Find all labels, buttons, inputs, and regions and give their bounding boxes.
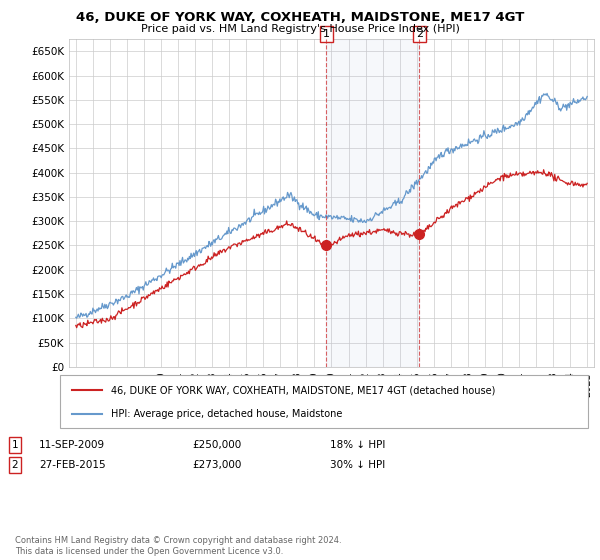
- Text: 46, DUKE OF YORK WAY, COXHEATH, MAIDSTONE, ME17 4GT (detached house): 46, DUKE OF YORK WAY, COXHEATH, MAIDSTON…: [111, 385, 496, 395]
- Text: £250,000: £250,000: [192, 440, 241, 450]
- Text: £273,000: £273,000: [192, 460, 241, 470]
- Text: 46, DUKE OF YORK WAY, COXHEATH, MAIDSTONE, ME17 4GT: 46, DUKE OF YORK WAY, COXHEATH, MAIDSTON…: [76, 11, 524, 24]
- Text: 1: 1: [11, 440, 19, 450]
- Text: 27-FEB-2015: 27-FEB-2015: [39, 460, 106, 470]
- Text: 11-SEP-2009: 11-SEP-2009: [39, 440, 105, 450]
- Text: Price paid vs. HM Land Registry's House Price Index (HPI): Price paid vs. HM Land Registry's House …: [140, 24, 460, 34]
- Text: HPI: Average price, detached house, Maidstone: HPI: Average price, detached house, Maid…: [111, 408, 343, 418]
- Text: 2: 2: [416, 29, 423, 39]
- Text: 1: 1: [323, 29, 330, 39]
- Text: Contains HM Land Registry data © Crown copyright and database right 2024.
This d: Contains HM Land Registry data © Crown c…: [15, 536, 341, 556]
- Bar: [326, 39, 419, 367]
- Text: 2: 2: [11, 460, 19, 470]
- Text: 30% ↓ HPI: 30% ↓ HPI: [330, 460, 385, 470]
- Text: 18% ↓ HPI: 18% ↓ HPI: [330, 440, 385, 450]
